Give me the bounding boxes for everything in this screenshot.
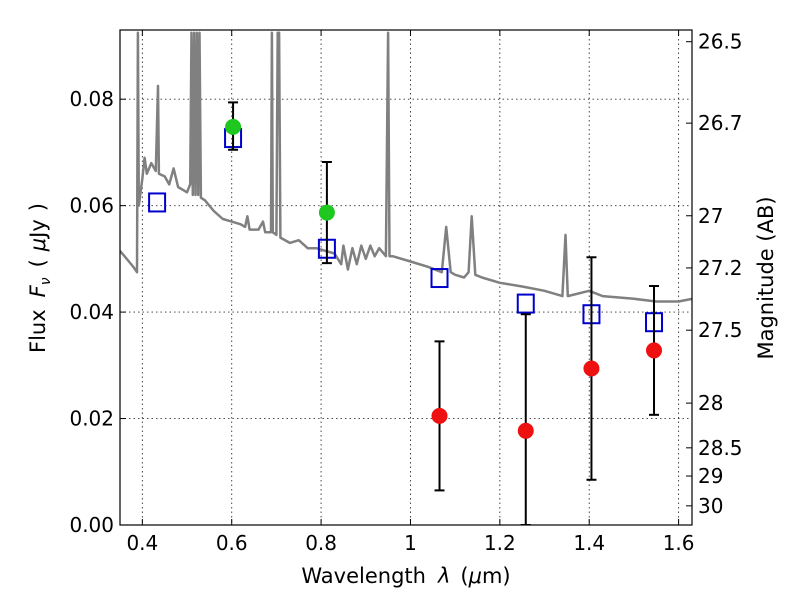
y-axis-symbol-f: F	[26, 284, 50, 297]
plot-frame	[119, 29, 693, 526]
y-tick-label: 0.00	[69, 513, 114, 537]
model-flux-square	[430, 268, 449, 289]
x-tick-label: 0.4	[126, 531, 158, 555]
y-tick-label: 0.02	[69, 407, 114, 431]
y2-tick-label: 27.2	[698, 256, 743, 280]
y2-axis-title: Magnitude (AB)	[754, 196, 778, 359]
x-axis-title: Wavelength λ (μm)	[301, 564, 510, 588]
x-tick-label: 0.6	[216, 531, 248, 555]
y2-tick-label: 26.7	[698, 111, 743, 135]
y-tick-label: 0.04	[69, 300, 114, 324]
y2-tick-label: 27	[698, 204, 723, 228]
model-flux-square	[516, 293, 535, 314]
y2-tick-label: 26.5	[698, 30, 743, 54]
red-flux-point	[646, 342, 663, 359]
x-axis-unit-open: (	[460, 564, 468, 588]
red-flux-point	[517, 422, 534, 439]
x-axis-title-word: Wavelength	[301, 564, 426, 588]
template-spectrum-line	[120, 31, 692, 303]
y-axis-title-word: Flux	[26, 309, 50, 353]
x-tick-label: 1.6	[663, 531, 695, 555]
y-tick-label: 0.06	[69, 194, 114, 218]
red-flux-point	[583, 360, 600, 377]
y-tick-label: 0.08	[69, 87, 114, 111]
y-axis-unit-mu: μ	[26, 238, 50, 252]
y2-tick-label: 28	[698, 391, 723, 415]
x-tick-label: 0.8	[305, 531, 337, 555]
green-flux-point	[318, 204, 335, 221]
y-axis-unit-close: )	[26, 203, 50, 211]
x-axis-symbol-lambda: λ	[437, 564, 450, 588]
red-flux-point	[431, 407, 448, 424]
axis-ticks: 0.4 0.6 0.8 1 1.2 1.4 1.6 0.00 0.02 0.04 0.06 0.08 2…	[69, 30, 742, 555]
y-axis-unit-open: (	[26, 259, 50, 267]
x-axis-unit-mu: μ	[468, 564, 482, 588]
green-flux-point	[225, 118, 242, 135]
y2-tick-label: 27.5	[698, 318, 743, 342]
plot-area	[120, 31, 692, 525]
y2-tick-label: 29	[698, 464, 723, 488]
y2-tick-label: 28.5	[698, 436, 743, 460]
x-tick-label: 1.4	[573, 531, 605, 555]
model-flux-square	[148, 192, 167, 213]
y-axis-unit-jy: Jy	[26, 219, 50, 240]
y2-tick-label: 30	[698, 494, 723, 518]
x-tick-label: 1.2	[484, 531, 516, 555]
y-axis-symbol-nu: ν	[38, 277, 54, 285]
y-axis-title: Flux Fν ( μJy)	[26, 203, 54, 353]
x-axis-unit-rest: m)	[482, 564, 511, 588]
x-tick-label: 1	[404, 531, 417, 555]
